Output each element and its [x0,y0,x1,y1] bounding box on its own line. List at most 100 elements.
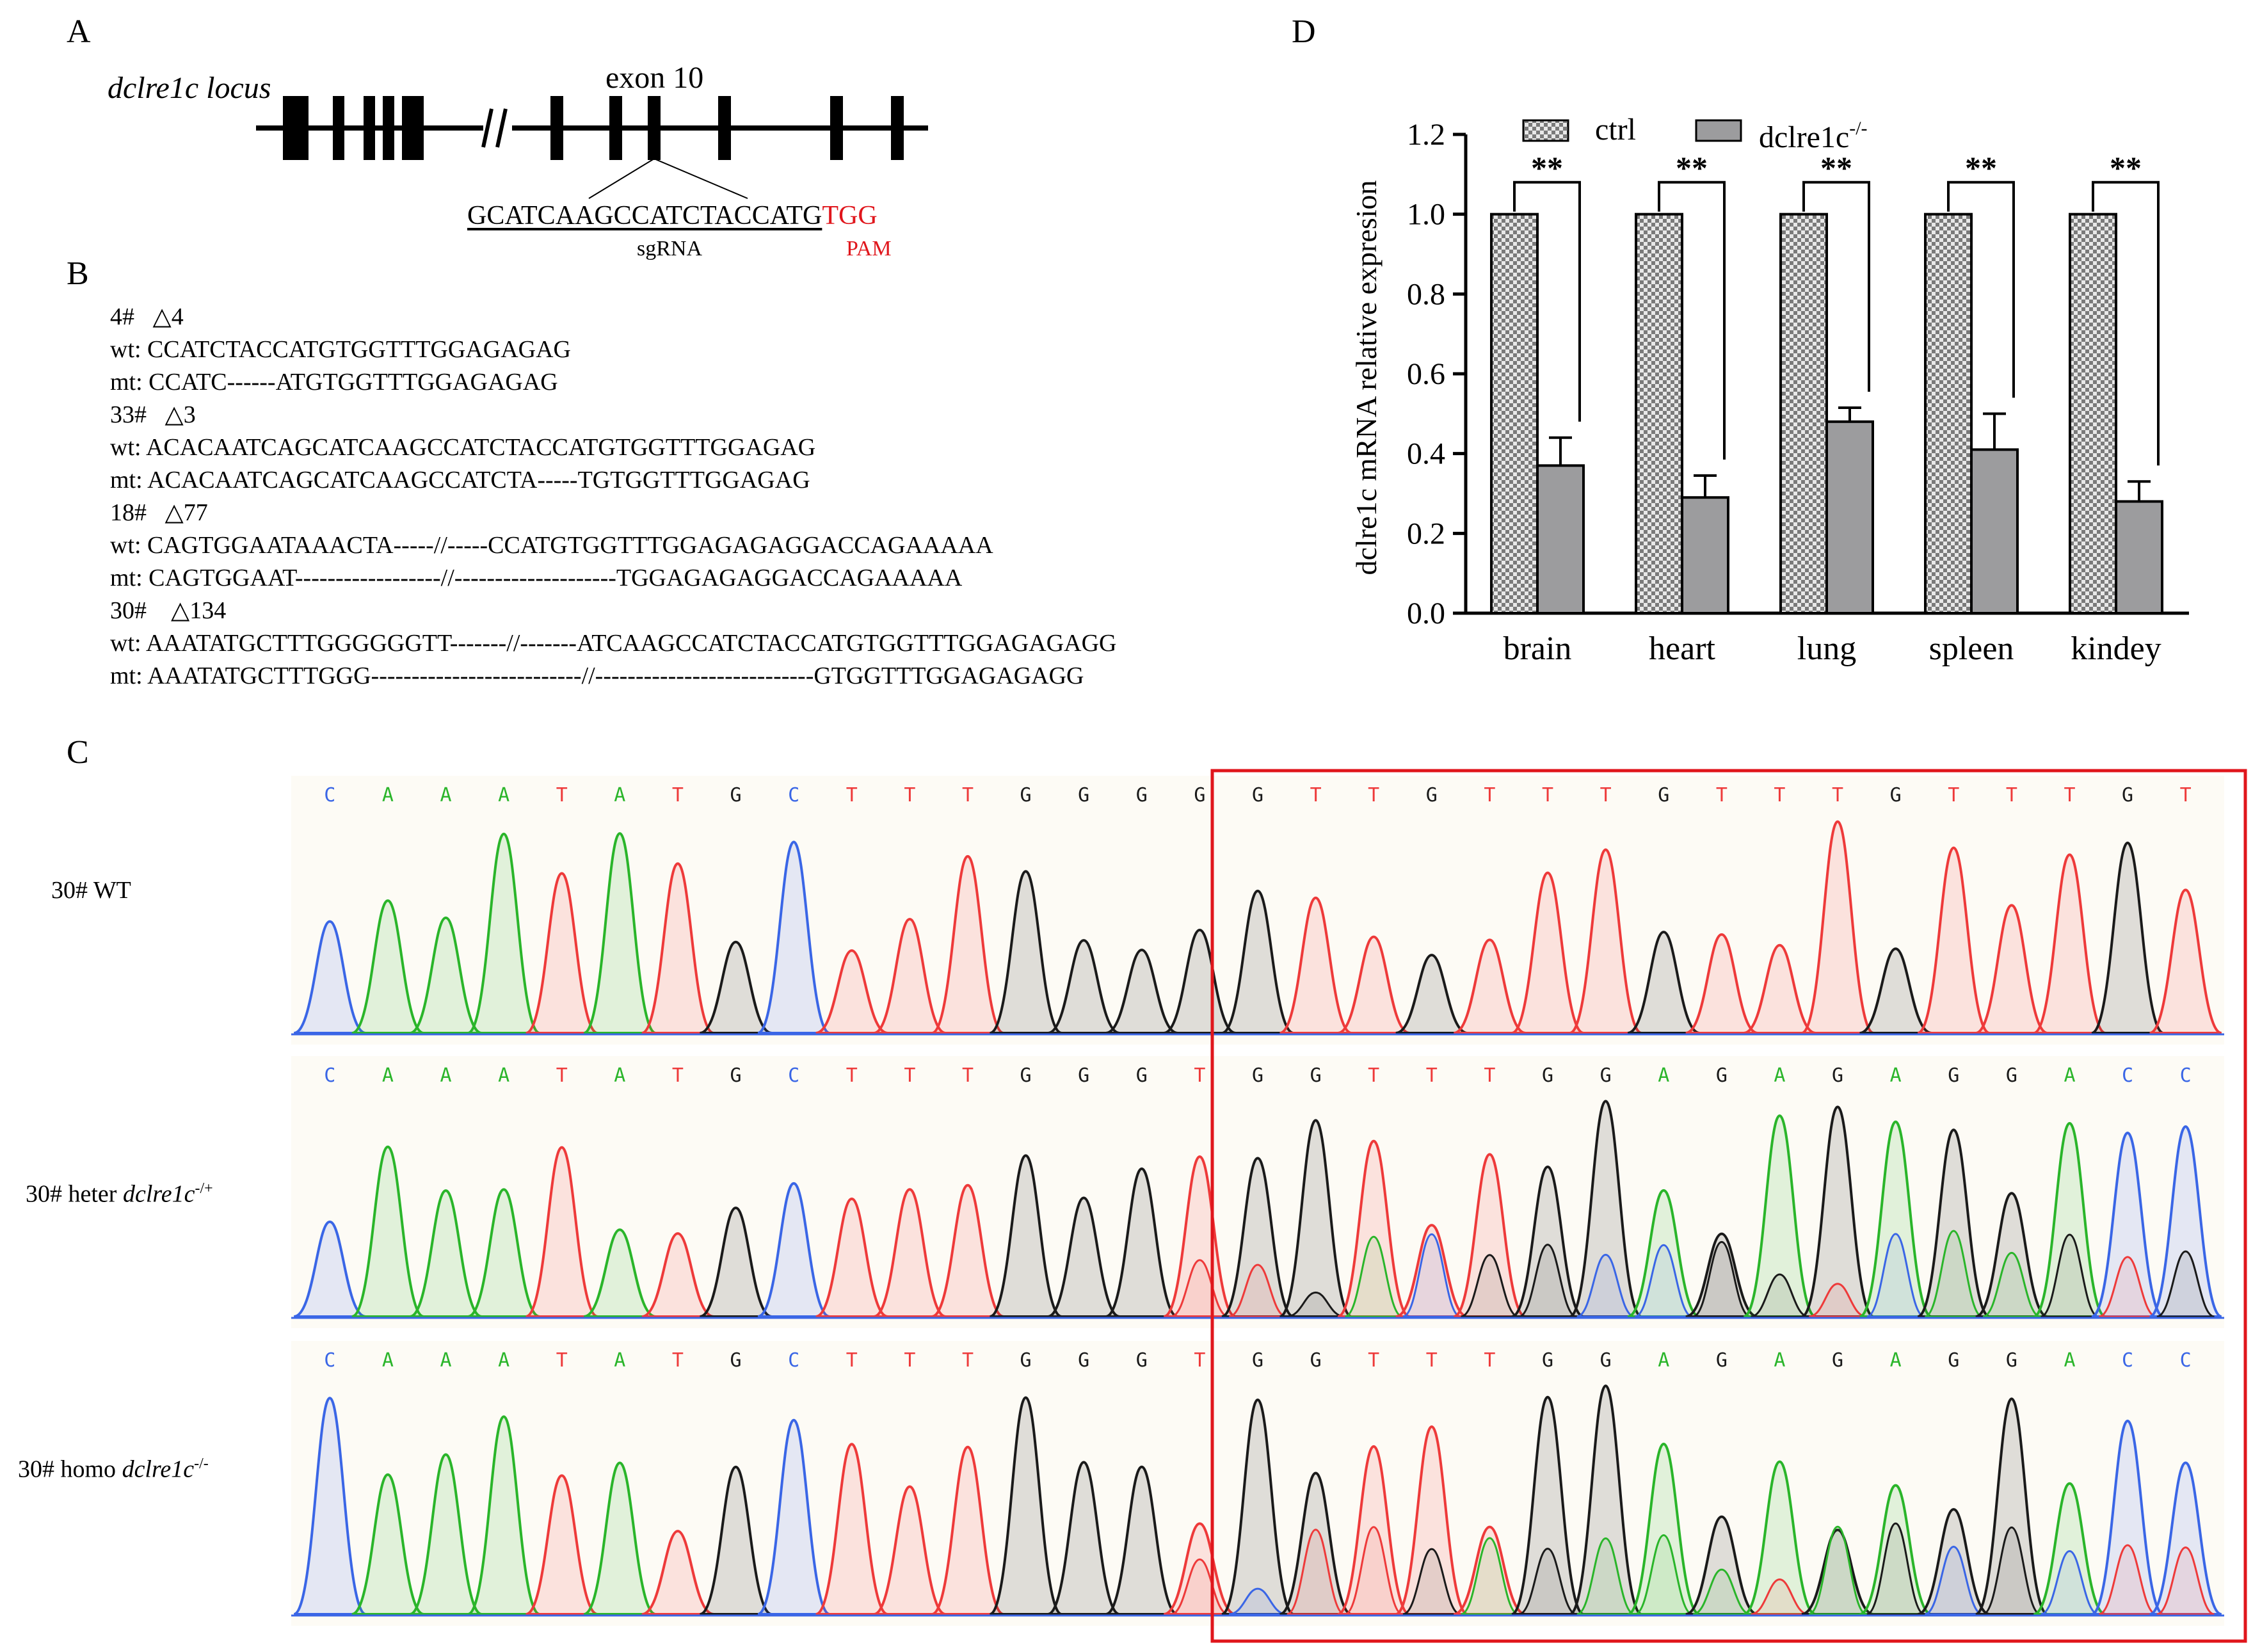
trace-peak [2091,1131,2165,1318]
base-call: G [1020,1349,1032,1372]
trace-secondary-peak [2156,1546,2215,1616]
trace-peak [989,1154,1062,1318]
trace-peak [1279,1119,1352,1318]
trace-peak [1395,954,1468,1034]
base-call: G [730,1349,742,1372]
base-call: T [846,784,858,806]
trace-peak [1337,1139,1411,1318]
trace-peak [409,1189,483,1318]
trace-peak [641,1530,714,1616]
base-call: G [1832,1064,1843,1087]
category-label: heart [1649,630,1715,667]
trace-peak [351,1145,424,1318]
legend-label-ctrl: ctrl [1595,113,1636,147]
trace-background [291,1056,2224,1328]
base-call: G [1310,1349,1322,1372]
y-tick-label: 0.2 [1407,517,1445,550]
trace-peak [1047,1196,1120,1318]
y-tick-label: 0.0 [1407,597,1445,630]
base-call: T [672,1349,684,1372]
bar-ctrl [1779,213,1828,614]
base-call: G [730,1064,742,1087]
base-call: A [382,1064,394,1087]
trace-background [291,776,2224,1045]
base-call: T [1484,1349,1495,1372]
trace-peak [2149,1125,2222,1318]
significance-bracket [1947,180,2015,398]
base-call: C [324,1064,335,1087]
mutant-18-wt: wt: CAGTGGAATAAACTA-----//-----CCATGTGGT… [110,532,993,559]
base-call: A [498,1064,509,1087]
base-call: T [962,1064,974,1087]
base-call: C [2122,1064,2133,1087]
trace-peak [1975,1397,2048,1616]
base-call: G [1426,784,1438,806]
base-call: G [1948,1349,1959,1372]
trace-secondary-peak [1751,1273,1809,1318]
trace-peak [1627,1442,1701,1616]
trace-secondary-peak [1171,1259,1229,1318]
y-tick-label: 0.6 [1407,357,1445,391]
trace-secondary-peak [2040,1233,2099,1318]
trace-secondary-peak [1576,1537,1635,1616]
trace-peak [1743,1114,1816,1318]
trace-secondary-peak [1287,1291,1345,1318]
base-call: G [1832,1349,1843,1372]
bar-ctrl [1924,213,1973,614]
trace-secondary-peak [1576,1253,1635,1318]
significance-bracket [1802,180,1870,392]
base-call: G [1600,1349,1612,1372]
base-call: A [2064,1349,2075,1372]
base-call: A [614,1349,625,1372]
exon-11 [830,96,843,160]
base-call: G [1020,1064,1032,1087]
trace-peak [583,1461,657,1616]
panel-label-a: A [67,13,91,50]
trace-peak [1395,1224,1468,1318]
bar-ctrl [2069,213,2117,614]
trace-peak [1221,1398,1295,1616]
trace-peak [467,832,541,1034]
y-tick-label: 0.8 [1407,277,1445,311]
base-call: T [962,1349,974,1372]
trace-peak [1917,1128,1991,1318]
trace-secondary-peak [1287,1528,1345,1616]
mutant-18-mt: mt: CAGTGGAAT------------------//-------… [110,565,963,591]
mutant-33-wt: wt: ACACAATCAGCATCAAGCCATCTACCATGTGGTTTG… [110,434,816,461]
category-label: lung [1797,630,1856,667]
significance-marker: ** [1965,150,1997,186]
trace-peak [1859,947,1932,1034]
trace-peak [293,1397,367,1616]
base-call: G [1948,1064,1959,1087]
trace-peak [351,1473,424,1616]
base-call: T [904,1349,915,1372]
base-call: T [1426,1349,1438,1372]
trace-peak [525,1474,598,1616]
base-call: G [2006,1064,2017,1087]
trace-secondary-peak [1461,1254,1519,1318]
trace-peak [1859,1484,1932,1616]
base-call: T [1948,784,1959,806]
trace-peak [2091,1419,2165,1616]
trace-peak [1569,1384,1642,1616]
base-call: T [1832,784,1843,806]
trace-peak [1801,820,1875,1034]
bar-knockout [1970,448,2019,615]
trace-peak [1453,938,1527,1034]
trace-peak [1105,949,1178,1034]
trace-secondary-peak [1924,1230,1983,1318]
base-call: C [324,1349,335,1372]
trace-secondary-peak [1460,1537,1519,1616]
trace-peak [1511,1395,1585,1616]
trace-peak [293,920,367,1034]
base-call: T [672,784,684,806]
trace-secondary-peak [1866,1522,1925,1616]
exon-10 [718,96,731,160]
legend-label-knockout: dclre1c-/- [1759,118,1868,154]
base-call: T [1484,1064,1495,1087]
base-call: G [1252,784,1263,806]
trace-peak [583,1228,657,1318]
base-call: C [2122,1349,2133,1372]
trace-label-homo: 30# homo dclre1c-/- [18,1456,209,1483]
exon-2 [333,96,344,160]
